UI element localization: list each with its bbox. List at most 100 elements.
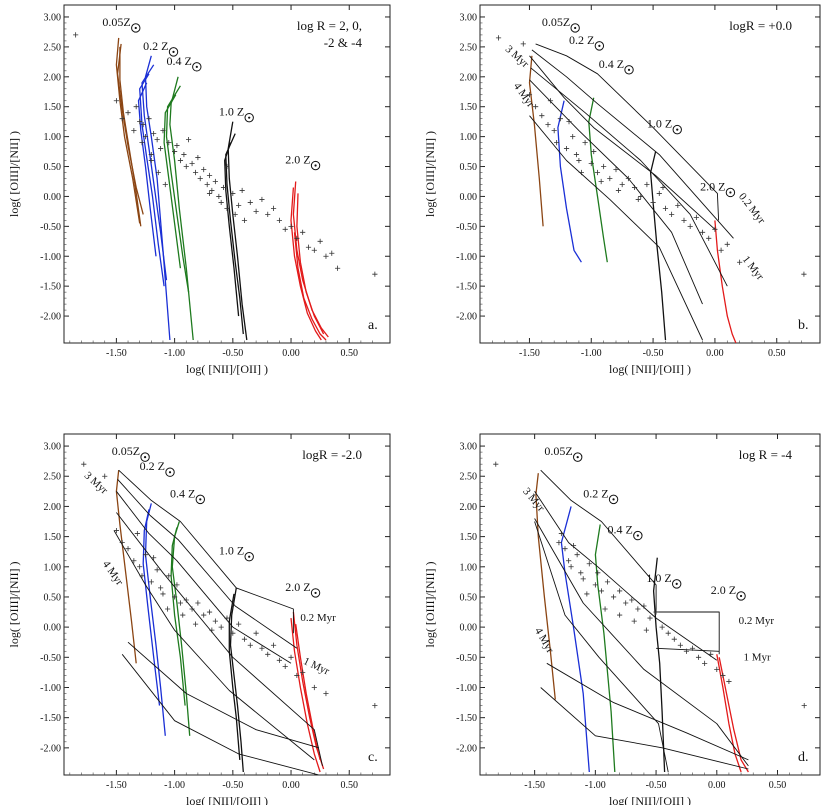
- solar-symbol-icon: [310, 160, 321, 171]
- solar-symbol-icon: [570, 23, 580, 33]
- data-point: [174, 582, 180, 588]
- y-tick-label: 2.50: [44, 42, 62, 53]
- data-point: [617, 612, 623, 618]
- series-line-0-05-zsun: [119, 46, 142, 227]
- y-tick-label: -1.50: [456, 713, 477, 724]
- series-group: [115, 37, 329, 341]
- series-line-0-2-zsun: [139, 73, 165, 287]
- metallicity-label: 1.0 Z: [219, 105, 244, 119]
- data-point: [563, 145, 570, 152]
- data-point: [689, 645, 696, 651]
- solar-symbol-icon-dot: [675, 582, 678, 585]
- data-point: [131, 558, 137, 564]
- series-line-2-0-zsun: [716, 654, 742, 773]
- x-tick-label: -1.50: [106, 348, 127, 359]
- data-point: [81, 461, 87, 467]
- x-tick-label: -1.50: [106, 780, 127, 791]
- data-point: [718, 247, 724, 253]
- data-point: [660, 184, 666, 191]
- plot-frame: [63, 433, 391, 776]
- data-point: [172, 148, 178, 155]
- data-point: [712, 226, 718, 232]
- data-point: [270, 642, 277, 648]
- data-point: [282, 663, 288, 669]
- data-point: [155, 169, 161, 176]
- solar-symbol-icon-dot: [134, 26, 137, 30]
- data-point: [131, 128, 137, 134]
- data-points: [73, 32, 378, 277]
- data-point: [195, 600, 201, 606]
- y-tick-label: 2.50: [44, 472, 62, 483]
- data-point: [665, 630, 671, 636]
- data-point: [151, 131, 157, 137]
- series-line-grid: [116, 512, 323, 766]
- data-point: [160, 128, 166, 134]
- y-axis-label: log( [OIII]/[NII] ): [423, 562, 437, 648]
- solar-symbol-icon-dot: [248, 116, 251, 119]
- data-point: [212, 178, 218, 185]
- data-point: [236, 621, 242, 627]
- series-line-0-2-zsun: [141, 64, 168, 281]
- data-point: [183, 163, 189, 170]
- x-tick-label: -1.00: [581, 348, 602, 359]
- data-point: [687, 223, 693, 229]
- data-point: [598, 178, 604, 185]
- data-point: [329, 250, 335, 256]
- solar-symbol-icon-dot: [314, 164, 317, 167]
- solar-symbol-icon-dot: [627, 68, 631, 71]
- data-point: [335, 265, 341, 271]
- data-point: [146, 116, 152, 122]
- data-point: [702, 660, 708, 666]
- metallicity-label: 0.4 Z: [608, 523, 633, 537]
- solar-symbol-icon-dot: [576, 456, 579, 459]
- data-point: [629, 597, 635, 603]
- data-point: [574, 552, 580, 558]
- solar-symbol-icon: [624, 65, 634, 75]
- x-tick-label: -1.00: [164, 780, 185, 791]
- data-point: [801, 271, 807, 277]
- series-line-1-0-zsun: [228, 593, 241, 760]
- data-point: [601, 163, 607, 170]
- solar-symbol-icon-dot: [248, 555, 251, 558]
- series-line-4-myr: [529, 115, 703, 341]
- data-point: [671, 636, 677, 642]
- series-line-3-myr: [529, 55, 716, 230]
- data-point: [669, 211, 675, 217]
- metallicity-label: 0.2 Z: [569, 33, 594, 47]
- data-point: [125, 546, 131, 552]
- panel-d: 3.00 2.50 2.00 1.50 1.00 0.50 0.00 -0.50 -1.00 -1…: [423, 433, 821, 805]
- data-point: [180, 612, 186, 618]
- x-tick-label: 0.00: [706, 348, 724, 359]
- data-point: [562, 546, 568, 552]
- data-point: [570, 134, 576, 140]
- y-tick-label: 1.00: [44, 132, 62, 143]
- series-line-0-2-myr: [118, 469, 294, 634]
- data-point: [317, 238, 323, 244]
- series-line-grid: [127, 641, 320, 749]
- solar-symbol-icon: [725, 187, 736, 198]
- series-line-0-05-zsun: [115, 470, 137, 664]
- data-point: [570, 543, 577, 549]
- y-tick-label: -1.00: [40, 683, 61, 694]
- solar-symbol-icon-dot: [314, 591, 317, 595]
- data-point: [323, 690, 329, 697]
- data-point: [119, 540, 125, 546]
- data-point: [594, 169, 601, 176]
- series-line-0-05-zsun: [535, 473, 556, 700]
- data-point: [151, 555, 157, 561]
- solar-symbol-icon-dot: [598, 44, 601, 47]
- data-point: [218, 199, 224, 206]
- series-line-1-myr: [656, 647, 720, 652]
- y-tick-label: -1.00: [456, 683, 477, 694]
- y-tick-label: 0.50: [460, 592, 478, 603]
- y-tick-label: -1.50: [40, 713, 61, 724]
- y-tick-label: -1.50: [456, 282, 477, 293]
- data-point: [635, 196, 641, 203]
- solar-symbol-icon: [573, 452, 583, 462]
- series-line-1-0-zsun: [649, 151, 667, 341]
- y-tick-label: 1.50: [460, 532, 478, 543]
- data-point: [276, 657, 282, 663]
- y-tick-label: 3.00: [460, 442, 478, 453]
- data-point: [623, 600, 629, 606]
- data-point: [224, 205, 230, 211]
